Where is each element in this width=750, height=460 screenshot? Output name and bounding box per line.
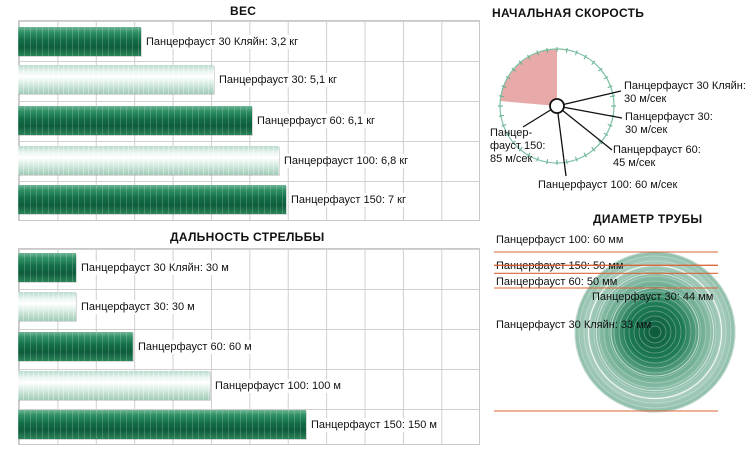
speed-dial-tick — [591, 60, 596, 65]
range-bar-label-3: Панцерфауст 100: 100 м — [213, 379, 343, 393]
weight-bar-label-1: Панцерфауст 30: 5,1 кг — [217, 73, 340, 87]
speed-leader-2 — [556, 105, 613, 151]
diameter-ring — [608, 285, 702, 379]
diameter-label-4: Панцерфауст 30 Кляйн: 33 мм — [496, 319, 651, 331]
speed-dial-tick — [505, 76, 511, 80]
speed-label-1: Панцерфауст 30: 30 м/сек — [625, 111, 713, 136]
speed-dial-tick — [536, 156, 540, 162]
speed-dial-tick — [501, 85, 507, 89]
speed-dial-tick — [603, 132, 609, 136]
speed-leader-1 — [556, 105, 623, 119]
weight-bar-2 — [18, 106, 252, 135]
diameter-ring — [583, 260, 727, 404]
speed-dial-tick — [583, 152, 587, 158]
speed-dial-tick — [574, 156, 578, 162]
diameter-label-3: Панцерфауст 30: 44 мм — [592, 291, 713, 303]
speed-dial-tick — [536, 50, 540, 56]
diameter-ring — [593, 270, 717, 394]
speed-dial-tick — [574, 50, 578, 56]
speed-label-3: Панцерфауст 100: 60 м/сек — [538, 179, 678, 191]
range-bar-label-4: Панцерфауст 150: 150 м — [309, 418, 439, 432]
speed-dial-tick — [610, 95, 616, 98]
speed-label-4: Панцер-фауст 150: 85 м/сек — [490, 127, 545, 165]
speed-dial-tick — [505, 132, 511, 136]
diameter-label-0: Панцерфауст 100: 60 мм — [496, 234, 623, 246]
weight-bar-label-3: Панцерфауст 100: 6,8 кг — [282, 154, 411, 168]
diameter-ring — [648, 325, 662, 339]
speed-label-2: Панцерфауст 60: 45 м/сек — [613, 144, 701, 169]
speed-dial-tick — [518, 60, 523, 65]
range-bar-label-1: Панцерфауст 30: 30 м — [79, 300, 197, 314]
diameter-ring — [638, 315, 672, 349]
diameter-ring — [628, 305, 682, 359]
weight-bar-label-4: Панцерфауст 150: 7 кг — [289, 193, 408, 207]
range-bar-label-0: Панцерфауст 30 Кляйн: 30 м — [79, 261, 231, 275]
speed-dial-tick — [511, 140, 516, 145]
speed-dial-tick — [498, 95, 504, 98]
weight-bar-4 — [18, 185, 286, 214]
diameter-label-2: Панцерфауст 60: 50 мм — [496, 276, 617, 288]
speed-dial-tick — [527, 54, 531, 60]
weight-bar-0 — [18, 27, 141, 56]
speed-dial-tick — [518, 147, 523, 152]
speed-center-hub — [549, 98, 565, 114]
speed-dial-tick — [607, 123, 613, 127]
speed-dial-tick — [598, 67, 603, 72]
diameter-label-1: Панцерфауст 150: 50 мм — [496, 260, 623, 272]
range-chart-title: ДАЛЬНОСТЬ СТРЕЛЬБЫ — [170, 230, 325, 244]
speed-dial-tick — [565, 47, 568, 53]
speed-label-0: Панцерфауст 30 Кляйн: 30 м/сек — [624, 80, 746, 105]
range-bar-0 — [18, 253, 76, 282]
speed-dial-tick — [501, 123, 507, 127]
speed-chart-title: НАЧАЛЬНАЯ СКОРОСТЬ — [492, 6, 645, 20]
speed-dial-tick — [511, 67, 516, 72]
diameter-ring — [578, 255, 732, 409]
speed-dial-tick — [498, 114, 504, 117]
speed-dial-tick — [583, 54, 587, 60]
speed-dial-tick — [546, 47, 549, 53]
speed-leader-3 — [556, 105, 567, 177]
diameter-chart-title: ДИАМЕТР ТРУБЫ — [593, 212, 703, 226]
speed-dial-tick — [603, 76, 609, 80]
weight-bar-label-0: Панцерфауст 30 Кляйн: 3,2 кг — [144, 35, 301, 49]
diameter-ring — [603, 280, 707, 384]
weight-bar-label-2: Панцерфауст 60: 6,1 кг — [255, 114, 378, 128]
speed-dial-tick — [598, 140, 603, 145]
range-bar-2 — [18, 332, 133, 361]
diameter-ring — [633, 310, 677, 354]
diameter-ring — [613, 290, 697, 374]
range-bar-4 — [18, 410, 306, 439]
weight-bar-3 — [18, 146, 279, 175]
speed-leader-0 — [556, 90, 622, 107]
speed-dial-tick — [591, 147, 596, 152]
speed-dial-tick — [565, 159, 568, 165]
range-bar-3 — [18, 371, 210, 400]
weight-chart-title: ВЕС — [230, 4, 257, 18]
speed-dial-tick — [607, 85, 613, 89]
weight-bar-1 — [18, 65, 214, 94]
diameter-ring — [588, 265, 722, 399]
diameter-ring — [643, 320, 667, 344]
range-bar-1 — [18, 292, 76, 321]
diameter-ring — [623, 300, 687, 364]
speed-sector — [500, 49, 557, 106]
speed-dial-tick — [546, 159, 549, 165]
range-bar-label-2: Панцерфауст 60: 60 м — [136, 340, 254, 354]
diameter-ring — [598, 275, 712, 389]
speed-dial-tick — [527, 152, 531, 158]
diameter-ring — [618, 295, 692, 369]
